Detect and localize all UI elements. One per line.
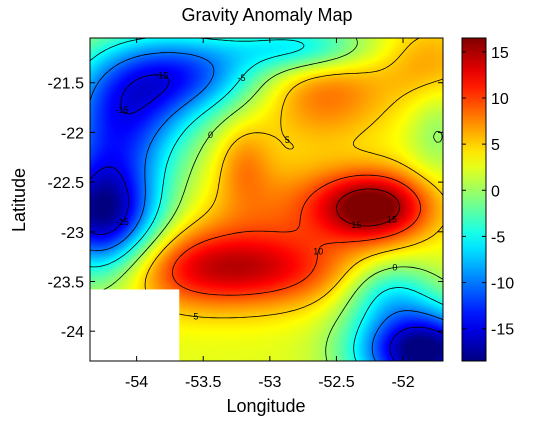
contour-label: -5: [237, 73, 245, 83]
x-tick-label: -52: [391, 374, 414, 391]
y-tick-label: -21.5: [48, 76, 85, 93]
x-tick-label: -53.5: [185, 374, 222, 391]
contour-line: [89, 52, 444, 362]
contour-label: 5: [285, 135, 290, 145]
colorbar-tick-label: 10: [491, 91, 509, 108]
x-axis-label: Longitude: [226, 396, 305, 416]
y-axis-label: Latitude: [9, 168, 29, 232]
contour-line: [89, 37, 444, 362]
colorbar-tick-label: -5: [491, 229, 505, 246]
y-tick-label: -22.5: [48, 175, 85, 192]
contour-label: -15: [116, 217, 129, 227]
colorbar-scale: [461, 37, 487, 362]
contour-line: [89, 37, 444, 362]
contour-label: -15: [116, 105, 129, 115]
contour-line: [172, 174, 421, 296]
contour-label: -15: [155, 70, 168, 80]
y-tick-label: -22: [61, 125, 84, 142]
x-tick-label: -53: [258, 374, 281, 391]
plot-area: -15 -15 -15 -5 0 0 5 5 10 15 15 -54 -53.5 -53 -52.5 -52…: [48, 37, 444, 391]
chart-title: Gravity Anomaly Map: [181, 5, 352, 25]
contour-label: 0: [208, 130, 213, 140]
colorbar-tick-label: 15: [491, 45, 509, 62]
colorbar-tick-label: 0: [491, 183, 500, 200]
y-tick-label: -23.5: [48, 274, 85, 291]
contour-label: 15: [387, 214, 397, 224]
contour-line: [336, 188, 401, 227]
colorbar-tick-label: -15: [491, 322, 514, 339]
contour-label: 0: [392, 262, 397, 272]
contour-label: 15: [351, 220, 361, 230]
y-tick-label: -24: [61, 324, 84, 341]
contour-label: 10: [313, 247, 323, 257]
contour-line: [144, 37, 444, 319]
colorbar-tick-label: -10: [491, 276, 514, 293]
y-tick-label: -23: [61, 225, 84, 242]
plot-frame: [89, 37, 444, 362]
contour-line: [89, 74, 444, 362]
contour-label: 5: [193, 312, 198, 322]
x-tick-label: -52.5: [318, 374, 355, 391]
x-tick-label: -54: [125, 374, 148, 391]
masked-region: [90, 289, 180, 361]
colorbar: 15 10 5 0 -5 -10 -15: [461, 37, 514, 362]
colorbar-tick-label: 5: [491, 137, 500, 154]
